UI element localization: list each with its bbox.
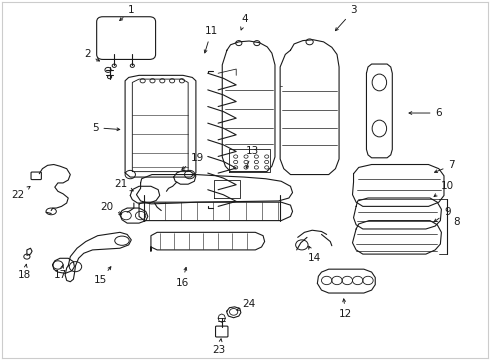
Text: 4: 4 xyxy=(241,14,248,30)
Text: 7: 7 xyxy=(435,160,455,172)
Text: 15: 15 xyxy=(94,267,111,285)
Text: 21: 21 xyxy=(114,179,133,191)
Text: 10: 10 xyxy=(434,181,454,197)
Text: 3: 3 xyxy=(335,5,357,31)
Text: 1: 1 xyxy=(120,5,135,21)
Text: 2: 2 xyxy=(84,49,99,61)
Text: 12: 12 xyxy=(339,299,352,319)
Text: 9: 9 xyxy=(434,207,451,222)
Text: 8: 8 xyxy=(454,217,460,227)
Text: 13: 13 xyxy=(246,146,259,168)
Text: 18: 18 xyxy=(18,264,31,280)
Text: 11: 11 xyxy=(204,26,218,53)
Text: 14: 14 xyxy=(308,246,321,263)
Text: 23: 23 xyxy=(213,339,226,355)
Text: 5: 5 xyxy=(92,123,120,133)
Text: 24: 24 xyxy=(237,299,256,310)
Text: 19: 19 xyxy=(182,153,204,169)
Text: 6: 6 xyxy=(409,108,442,118)
Text: 17: 17 xyxy=(53,265,67,280)
Text: 20: 20 xyxy=(100,202,122,214)
Text: 22: 22 xyxy=(11,186,30,201)
Text: 16: 16 xyxy=(175,267,189,288)
